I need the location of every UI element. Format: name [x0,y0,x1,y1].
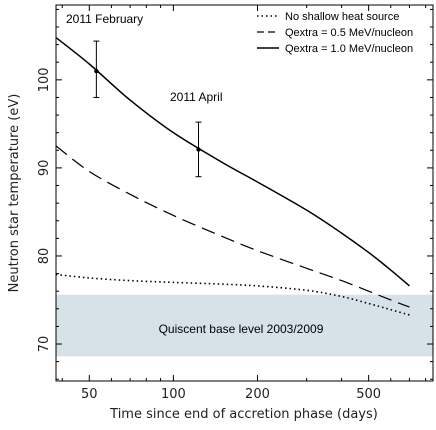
legend-label-2: Qextra = 1.0 MeV/nucleon [285,43,413,55]
annotation-apr: 2011 April [170,90,222,104]
series-group [55,36,410,316]
baseline-band [56,294,433,357]
legend-label-0: No shallow heat source [285,11,399,23]
x-tick-label: 50 [81,387,98,402]
y-tick-label: 80 [37,248,52,265]
series-line-dashed [55,145,410,308]
legend-label-1: Qextra = 0.5 MeV/nucleon [285,27,413,39]
x-tick-label: 100 [161,387,186,402]
y-tick-label: 70 [37,336,52,353]
data-point-1 [196,147,201,152]
axis-ticks: 50 100 200 500 70 80 90 100 [37,5,433,402]
data-point-0 [94,68,99,74]
legend: No shallow heat source Qextra = 0.5 MeV/… [257,11,413,55]
x-tick-label: 200 [245,387,270,402]
annotation-feb: 2011 February [66,12,143,26]
y-tick-label: 100 [37,67,52,92]
plot-frame [55,4,434,382]
band-label: Quiscent base level 2003/2009 [159,322,324,336]
y-axis-title: Neutron star temperature (eV) [7,94,22,293]
observations-group [93,40,202,178]
x-axis-title: Time since end of accretion phase (days) [109,407,378,422]
series-line-solid [55,36,410,287]
x-tick-label: 500 [356,387,381,402]
y-tick-label: 90 [37,160,52,177]
